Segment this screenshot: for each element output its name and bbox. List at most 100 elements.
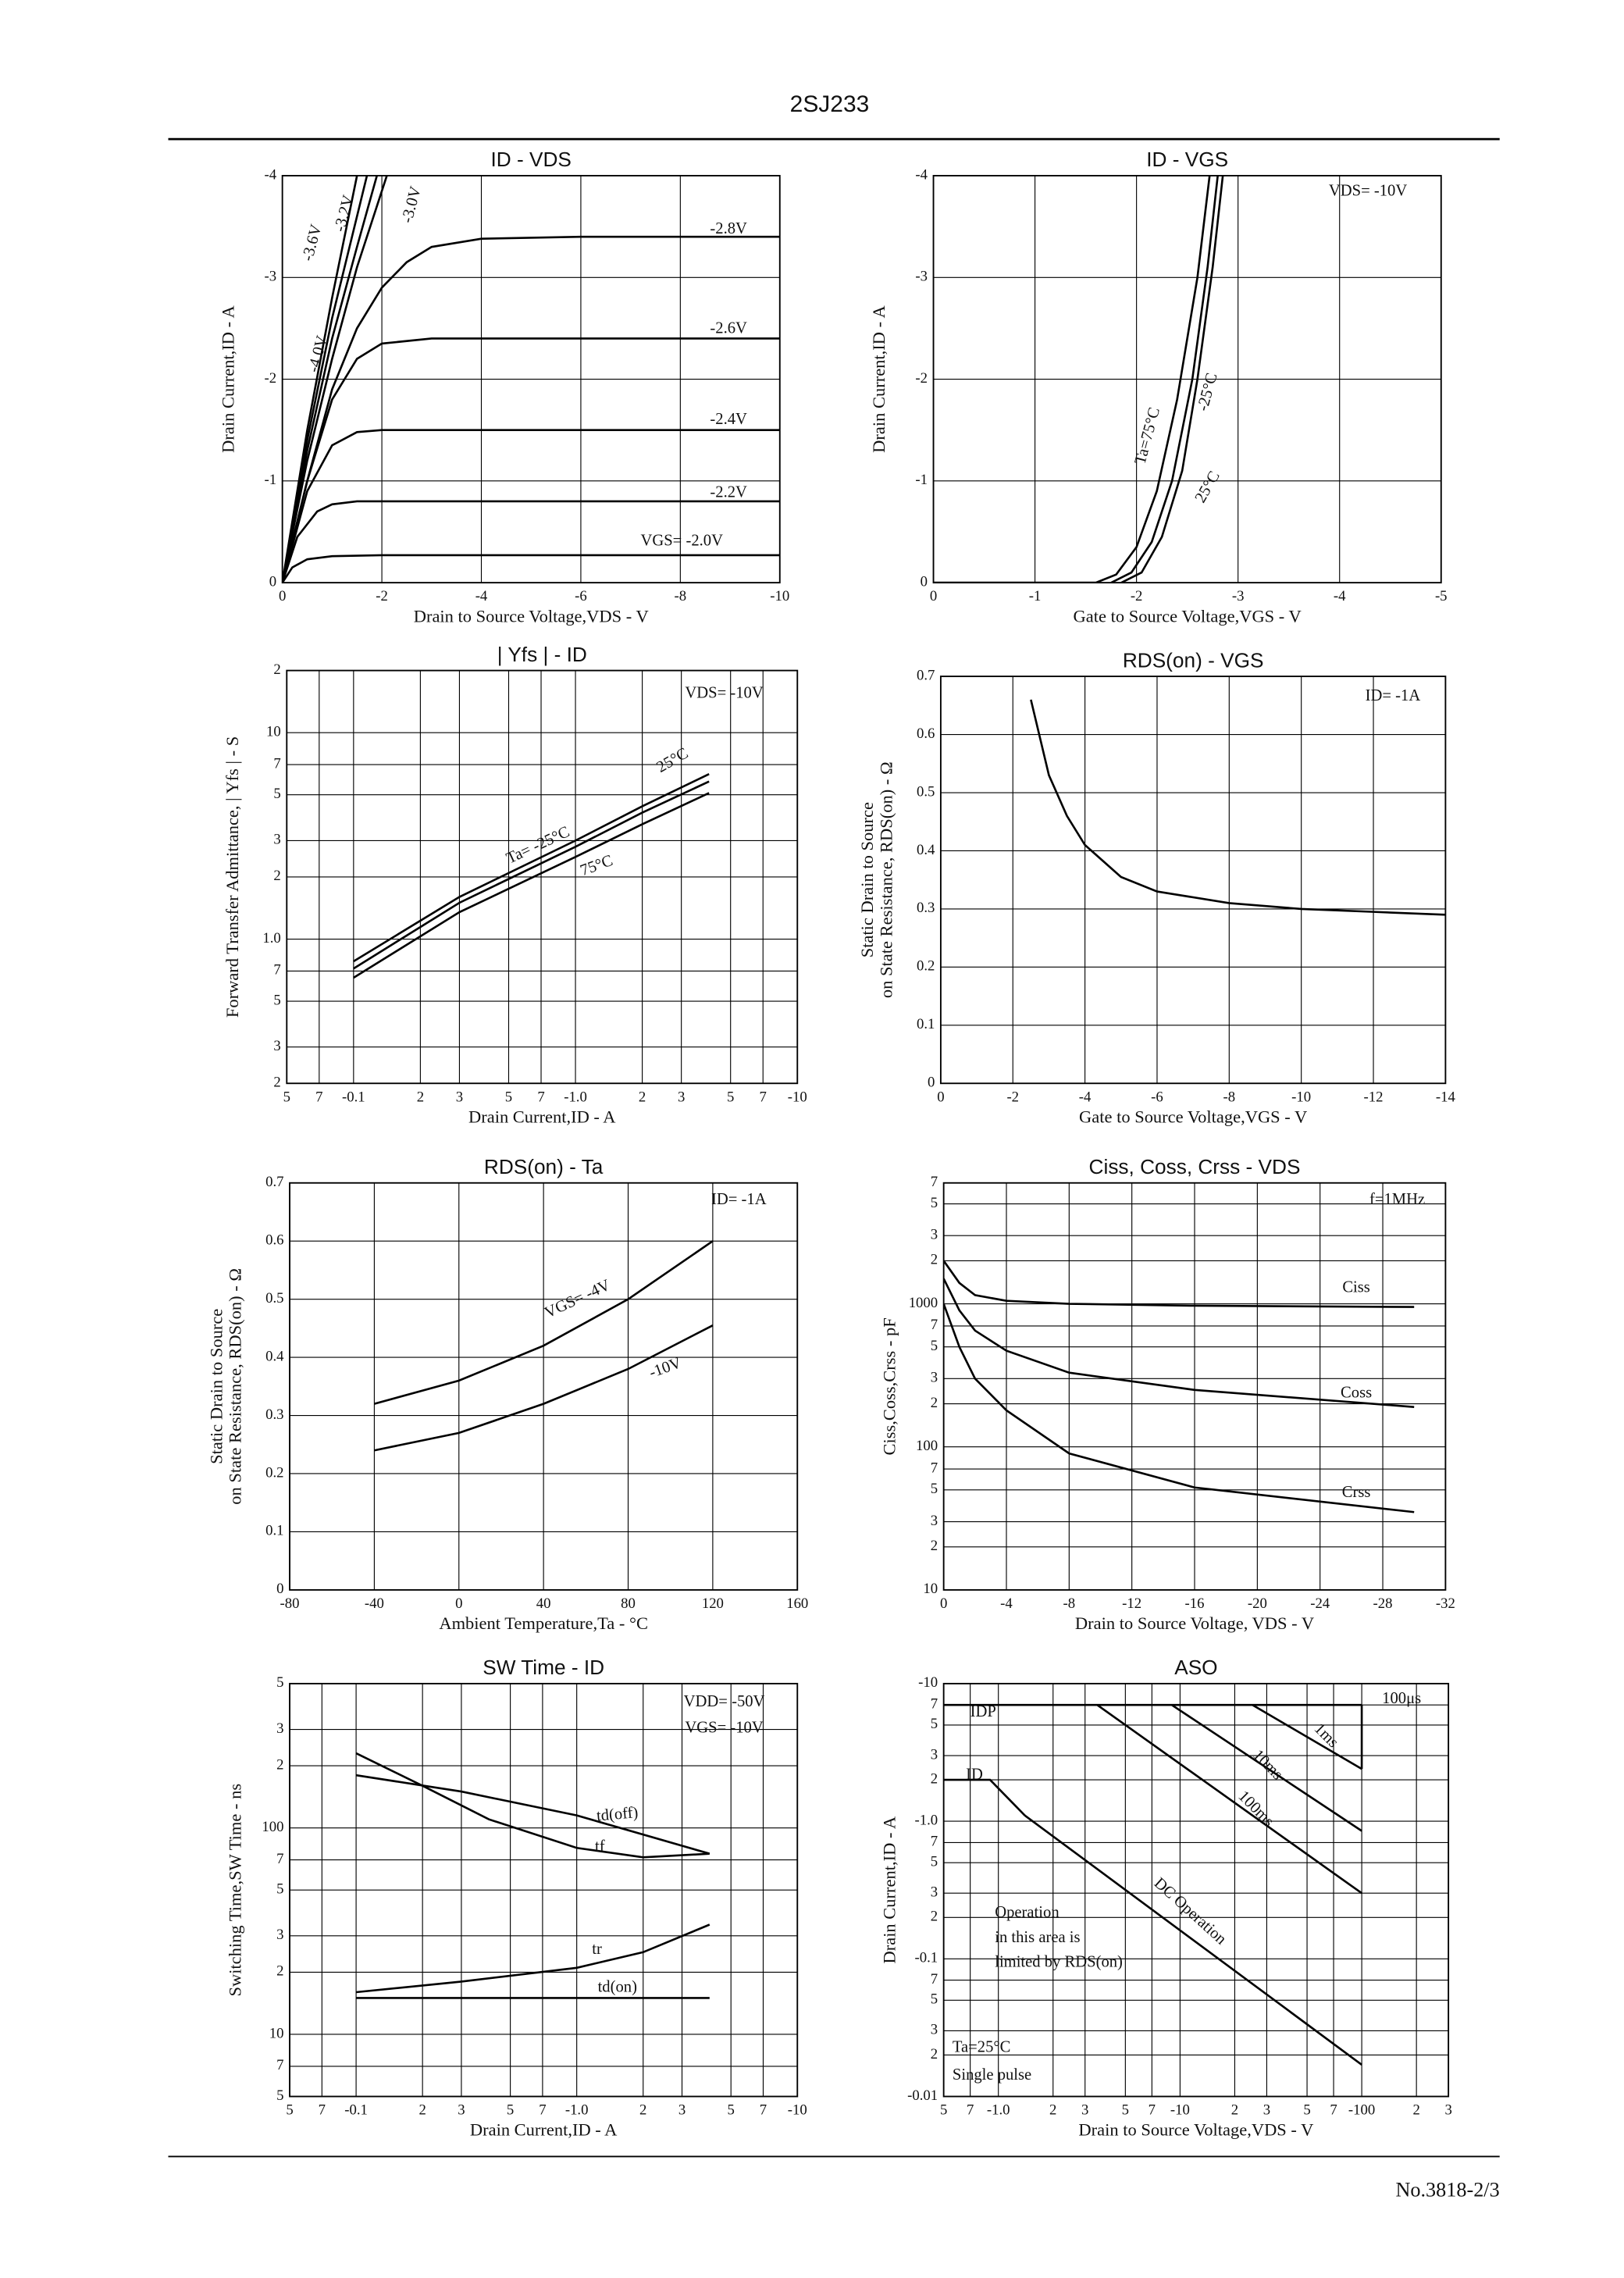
x-tick-label: -1.0 bbox=[565, 2102, 589, 2119]
series-label: td(off) bbox=[596, 1804, 639, 1825]
y-tick-label: 3 bbox=[931, 1370, 938, 1386]
chart-title: | Yfs | - ID bbox=[497, 643, 587, 666]
y-tick-label: 2 bbox=[273, 661, 280, 678]
x-tick-label: -6 bbox=[575, 588, 587, 604]
annotation: ID= -1A bbox=[1366, 687, 1421, 704]
chart-panel: ID - VDS 0 -2 -4 -6 -8 -10 0 -1 -2 -3 -4 Drain to So… bbox=[218, 148, 789, 626]
y-tick-label: 10 bbox=[269, 2025, 284, 2041]
x-tick-label: 160 bbox=[786, 1595, 808, 1612]
x-tick-label: -4 bbox=[1000, 1595, 1013, 1612]
x-tick-label: -1.0 bbox=[987, 2102, 1010, 2119]
series-label: 75°C bbox=[578, 852, 615, 879]
series-label: 100μs bbox=[1382, 1690, 1421, 1707]
x-tick-label: 80 bbox=[621, 1595, 636, 1612]
x-tick-label: -4 bbox=[1334, 588, 1346, 604]
x-tick-label: -14 bbox=[1436, 1089, 1456, 1105]
x-tick-label: -3 bbox=[1232, 588, 1245, 604]
y-axis-label: Static Drain to Source bbox=[206, 1309, 226, 1464]
x-tick-label: 3 bbox=[1444, 2102, 1451, 2119]
y-tick-label: 7 bbox=[276, 1851, 283, 1867]
series-line bbox=[1252, 1704, 1362, 1770]
series-line bbox=[282, 235, 780, 583]
x-tick-label: -8 bbox=[1223, 1089, 1236, 1105]
y-tick-label: -0.1 bbox=[914, 1950, 938, 1966]
y-tick-label: 0.7 bbox=[917, 667, 935, 683]
x-tick-label: -10 bbox=[770, 588, 789, 604]
series-line bbox=[282, 554, 780, 583]
series-label: -4.0V bbox=[305, 333, 332, 374]
chart-title: ID - VDS bbox=[491, 148, 572, 171]
x-tick-label: 3 bbox=[458, 2102, 465, 2119]
y-tick-label: 3 bbox=[276, 1720, 283, 1737]
y-tick-label: 7 bbox=[931, 1834, 938, 1850]
x-tick-label: 5 bbox=[940, 2102, 947, 2119]
series-line bbox=[1110, 175, 1219, 583]
x-tick-label: 120 bbox=[702, 1595, 724, 1612]
x-tick-label: -80 bbox=[280, 1595, 300, 1612]
series-line bbox=[1024, 1814, 1362, 2066]
y-tick-label: 3 bbox=[273, 1038, 280, 1054]
series-line bbox=[355, 1923, 710, 1994]
y-axis-label: Ciss,Coss,Crss - pF bbox=[879, 1317, 899, 1455]
y-tick-label: 0.4 bbox=[917, 842, 935, 858]
x-tick-label: -40 bbox=[365, 1595, 384, 1612]
x-tick-label: -8 bbox=[1063, 1595, 1076, 1612]
y-tick-label: 3 bbox=[931, 1226, 938, 1242]
x-tick-label: -8 bbox=[675, 588, 687, 604]
series-line bbox=[943, 1303, 1415, 1513]
x-tick-label: 7 bbox=[760, 2102, 767, 2119]
annotation: VGS= -10V bbox=[685, 1720, 763, 1737]
series-label: -10V bbox=[647, 1354, 684, 1381]
plot-frame bbox=[942, 1182, 1447, 1591]
x-tick-label: -1.0 bbox=[564, 1089, 587, 1105]
series-line bbox=[943, 1778, 1026, 1816]
chart-title: ID - VGS bbox=[1146, 148, 1228, 171]
series-label: ID bbox=[966, 1766, 983, 1784]
series-line bbox=[282, 500, 780, 583]
x-axis-label: Drain to Source Voltage,VDS - V bbox=[1078, 2120, 1313, 2140]
y-tick-label: 0 bbox=[928, 1075, 935, 1091]
chart-title: SW Time - ID bbox=[483, 1656, 604, 1679]
y-tick-label: 2 bbox=[273, 868, 280, 884]
x-tick-label: 5 bbox=[1303, 2102, 1310, 2119]
y-tick-label: 7 bbox=[931, 1317, 938, 1333]
y-tick-label: 0.3 bbox=[917, 900, 935, 916]
y-tick-label: 2 bbox=[931, 1770, 938, 1787]
y-tick-label: 7 bbox=[931, 1460, 938, 1476]
y-tick-label: 3 bbox=[931, 2022, 938, 2038]
series-label: -2.2V bbox=[710, 483, 747, 501]
y-tick-label: 2 bbox=[276, 1963, 283, 1980]
chart-panel: ID - VGS 0 -1 -2 -3 -4 -5 0 -1 -2 -3 -4 Gate to Sour… bbox=[869, 148, 1447, 626]
chart-panel: RDS(on) - VGS 0 -2 -4 -6 -8 -10 -12 -14 0 0.1 0.2 0.… bbox=[857, 648, 1455, 1126]
series-line bbox=[943, 1260, 1415, 1308]
series-label: Ciss bbox=[1342, 1278, 1370, 1296]
series-line bbox=[933, 175, 1211, 583]
x-tick-label: 0 bbox=[455, 1595, 462, 1612]
y-tick-label: 5 bbox=[931, 1481, 938, 1497]
x-tick-label: -10 bbox=[1170, 2102, 1190, 2119]
chart-panel: Ciss, Coss, Crss - VDS 0 -4 -8 -12 -16 -20 -24 -… bbox=[879, 1155, 1455, 1633]
y-axis-label: Forward Transfer Admittance, | Yfs | - S bbox=[223, 736, 242, 1018]
series-line bbox=[353, 780, 710, 970]
y-tick-label: 7 bbox=[931, 1971, 938, 1987]
y-tick-label: 3 bbox=[931, 1513, 938, 1529]
annotation: f=1MHz bbox=[1369, 1191, 1425, 1208]
y-tick-label: 0.3 bbox=[265, 1406, 283, 1423]
y-tick-label: 100 bbox=[916, 1438, 938, 1454]
y-tick-label: 3 bbox=[273, 832, 280, 848]
x-tick-label: 2 bbox=[417, 1089, 424, 1105]
x-axis-label: Gate to Source Voltage,VGS - V bbox=[1079, 1107, 1307, 1126]
y-tick-label: 0.6 bbox=[265, 1232, 283, 1248]
annotation: in this area is bbox=[995, 1929, 1080, 1946]
x-tick-label: 7 bbox=[537, 1089, 544, 1105]
series-line bbox=[282, 337, 780, 583]
series-label: Ta= -25°C bbox=[504, 823, 572, 868]
y-tick-label: 5 bbox=[931, 1991, 938, 2008]
x-axis-label: Gate to Source Voltage,VGS - V bbox=[1074, 606, 1302, 626]
series-line bbox=[1120, 175, 1224, 583]
series-line bbox=[282, 429, 780, 583]
y-tick-label: 0.4 bbox=[265, 1348, 284, 1364]
x-tick-label: 3 bbox=[678, 2102, 686, 2119]
y-tick-label: 5 bbox=[273, 992, 280, 1008]
series-label: 25°C bbox=[1192, 469, 1223, 506]
